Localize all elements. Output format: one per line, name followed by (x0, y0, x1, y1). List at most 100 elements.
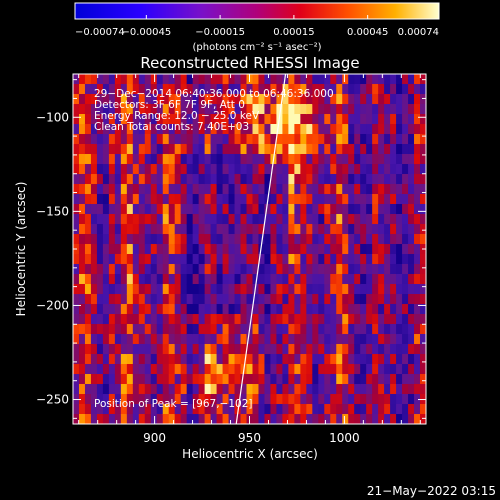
heatmap-cell (366, 214, 373, 225)
heatmap-cell (90, 154, 98, 165)
heatmap-cell (366, 404, 373, 415)
heatmap-cell (73, 284, 80, 295)
heatmap-cell (372, 164, 379, 175)
heatmap-cell (84, 234, 92, 245)
heatmap-cell (198, 384, 206, 395)
heatmap-cell (168, 304, 176, 315)
heatmap-cell (366, 234, 373, 245)
heatmap-cell (306, 344, 313, 355)
heatmap-cell (306, 394, 313, 405)
heatmap-cell (78, 84, 86, 95)
heatmap-cell (348, 264, 355, 275)
heatmap-cell (126, 104, 134, 115)
heatmap-cell (132, 324, 140, 335)
heatmap-cell (234, 314, 242, 325)
heatmap-cell (108, 284, 116, 295)
heatmap-cell (204, 234, 212, 245)
heatmap-cell (306, 104, 313, 115)
heatmap-cell (384, 244, 391, 255)
heatmap-cell (264, 394, 272, 405)
heatmap-cell (348, 194, 355, 205)
heatmap-cell (396, 104, 403, 115)
heatmap-cell (102, 264, 110, 275)
heatmap-cell (216, 84, 224, 95)
heatmap-cell (384, 314, 391, 325)
heatmap-cell (192, 354, 200, 365)
heatmap-cell (228, 354, 236, 365)
heatmap-cell (402, 354, 409, 365)
heatmap-cell (360, 214, 367, 225)
heatmap-cell (390, 364, 397, 375)
heatmap-cell (102, 134, 110, 145)
heatmap-cell (132, 144, 140, 155)
heatmap-cell (168, 264, 176, 275)
heatmap-cell (402, 84, 409, 95)
heatmap-cell (222, 154, 230, 165)
heatmap-cell (120, 244, 128, 255)
heatmap-cell (252, 174, 260, 185)
heatmap-cell (396, 214, 403, 225)
heatmap-cell (84, 334, 92, 345)
heatmap-cell (90, 194, 98, 205)
heatmap-cell (222, 324, 230, 335)
heatmap-cell (318, 364, 325, 375)
heatmap-cell (378, 214, 385, 225)
heatmap-cell (300, 364, 307, 375)
heatmap-cell (360, 104, 367, 115)
heatmap-cell (420, 164, 426, 175)
heatmap-cell (360, 124, 367, 135)
heatmap-cell (114, 124, 122, 135)
heatmap-cell (342, 414, 349, 424)
heatmap-cell (372, 204, 379, 215)
heatmap-cell (120, 284, 128, 295)
heatmap-cell (96, 124, 104, 135)
heatmap-cell (366, 104, 373, 115)
heatmap-cell (240, 324, 248, 335)
heatmap-cell (90, 274, 98, 285)
heatmap-cell (78, 184, 86, 195)
heatmap-cell (288, 114, 295, 125)
heatmap-cell (174, 324, 182, 335)
heatmap-cell (114, 344, 122, 355)
heatmap-cell (234, 174, 242, 185)
heatmap-cell (300, 164, 307, 175)
solar-limb-line (235, 74, 287, 424)
heatmap-cell (120, 94, 128, 105)
heatmap-cell (378, 84, 385, 95)
heatmap-cell (198, 254, 206, 265)
heatmap-cell (114, 304, 122, 315)
heatmap-cell (372, 354, 379, 365)
heatmap-cell (120, 194, 128, 205)
heatmap-cell (330, 374, 337, 385)
heatmap-cell (288, 144, 295, 155)
heatmap-cell (144, 324, 152, 335)
heatmap-cell (408, 294, 415, 305)
heatmap-cell (126, 74, 134, 85)
heatmap-cell (180, 304, 188, 315)
heatmap-cell (288, 124, 295, 135)
heatmap-cell (366, 134, 373, 145)
heatmap-cell (114, 264, 122, 275)
heatmap-cell (96, 244, 104, 255)
heatmap-cell (132, 344, 140, 355)
heatmap-cell (90, 214, 98, 225)
heatmap-cell (294, 384, 301, 395)
heatmap-cell (138, 264, 146, 275)
heatmap-cell (342, 274, 349, 285)
peak-position-label: Position of Peak = [967,−102] (94, 398, 253, 410)
heatmap-cell (174, 314, 182, 325)
heatmap-cell (156, 364, 164, 375)
heatmap-cell (132, 114, 140, 125)
heatmap-cell (414, 84, 421, 95)
x-axis-label: Heliocentric X (arcsec) (182, 447, 318, 461)
heatmap-cell (138, 124, 146, 135)
heatmap-cell (108, 234, 116, 245)
heatmap-cell (234, 294, 242, 305)
heatmap-cell (144, 264, 152, 275)
colorbar-units-label: (photons cm⁻² s⁻¹ asec⁻²) (192, 42, 321, 53)
heatmap-cell (294, 264, 301, 275)
heatmap-cell (360, 234, 367, 245)
heatmap-cell (96, 174, 104, 185)
heatmap-cell (354, 404, 361, 415)
heatmap-cell (204, 274, 212, 285)
